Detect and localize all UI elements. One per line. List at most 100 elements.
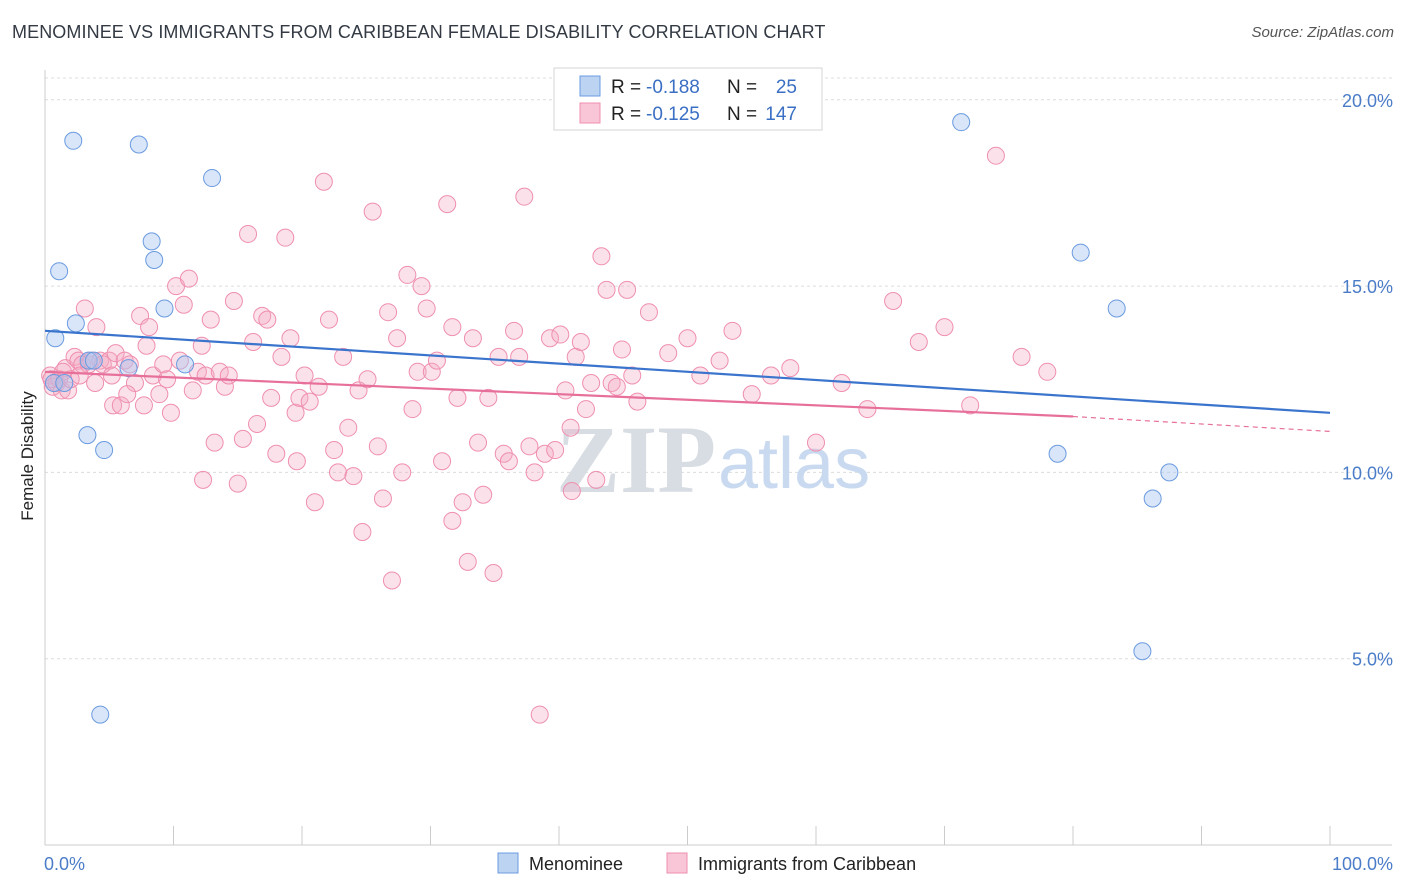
caribbean-point xyxy=(458,552,477,571)
caribbean-point xyxy=(1038,362,1057,381)
caribbean-point xyxy=(75,299,94,318)
caribbean-point xyxy=(597,280,616,299)
y-axis-title: Female Disability xyxy=(18,391,37,521)
caribbean-point xyxy=(623,366,642,385)
bottom-legend-caribbean: Immigrants from Caribbean xyxy=(698,854,916,874)
menominee-trend-line xyxy=(44,329,1331,414)
menominee-point xyxy=(1107,299,1126,318)
menominee-point xyxy=(78,426,97,445)
caribbean-point xyxy=(742,385,761,404)
caribbean-point xyxy=(612,340,631,359)
bottom-legend-swatch-caribbean xyxy=(666,852,688,874)
y-tick-label: 10.0% xyxy=(1342,463,1393,483)
caribbean-point xyxy=(174,295,193,314)
watermark-zip: ZIP xyxy=(556,406,716,513)
caribbean-point xyxy=(379,303,398,322)
watermark-atlas: atlas xyxy=(718,424,870,504)
caribbean-point xyxy=(408,362,427,381)
caribbean-point xyxy=(328,463,347,482)
caribbean-point xyxy=(158,370,177,389)
caribbean-point xyxy=(807,433,825,452)
menominee-point xyxy=(129,135,148,154)
caribbean-point xyxy=(258,310,277,329)
caribbean-point xyxy=(244,332,263,351)
caribbean-point xyxy=(219,366,238,385)
caribbean-point xyxy=(373,489,392,508)
caribbean-point xyxy=(205,433,224,452)
menominee-point xyxy=(203,169,222,188)
caribbean-point xyxy=(1012,347,1031,366)
caribbean-point xyxy=(484,564,503,583)
caribbean-point xyxy=(582,373,601,392)
caribbean-point xyxy=(281,329,300,348)
caribbean-point xyxy=(287,452,306,471)
caribbean-point xyxy=(453,493,472,512)
caribbean-point xyxy=(639,303,658,322)
caribbean-point xyxy=(403,400,422,419)
caribbean-point xyxy=(111,396,130,415)
caribbean-point xyxy=(561,418,580,437)
bottom-legend-swatch-menominee xyxy=(497,852,519,874)
menominee-point xyxy=(66,314,85,333)
menominee-point xyxy=(44,373,63,392)
caribbean-point xyxy=(587,470,606,489)
caribbean-point xyxy=(309,377,328,396)
caribbean-point xyxy=(134,396,153,415)
caribbean-point xyxy=(363,202,382,221)
legend-r-label-1: R = xyxy=(611,77,641,98)
caribbean-point xyxy=(276,228,295,247)
caribbean-point xyxy=(556,381,575,400)
caribbean-point xyxy=(571,332,590,351)
caribbean-point xyxy=(551,325,570,344)
menominee-point xyxy=(79,351,98,370)
caribbean-point xyxy=(781,359,800,378)
caribbean-point xyxy=(161,403,180,422)
caribbean-point xyxy=(489,347,508,366)
legend-r-value-2: -0.125 xyxy=(646,104,700,125)
menominee-point xyxy=(46,329,65,348)
caribbean-trend-extension xyxy=(1072,415,1331,433)
caribbean-point xyxy=(607,377,626,396)
caribbean-point xyxy=(358,370,377,389)
caribbean-point xyxy=(248,414,267,433)
menominee-point xyxy=(1133,642,1152,661)
caribbean-point xyxy=(618,280,637,299)
caribbean-point xyxy=(339,418,358,437)
caribbean-point xyxy=(215,377,234,396)
caribbean-point xyxy=(438,195,457,214)
caribbean-point xyxy=(154,355,173,374)
y-tick-label: 20.0% xyxy=(1342,91,1393,111)
caribbean-point xyxy=(961,396,980,415)
bottom-legend: Menominee Immigrants from Caribbean xyxy=(497,852,916,874)
caribbean-point xyxy=(150,385,169,404)
y-tick-label: 15.0% xyxy=(1342,277,1393,297)
caribbean-point xyxy=(368,437,387,456)
menominee-point xyxy=(142,232,161,251)
caribbean-point xyxy=(884,292,903,311)
caribbean-point xyxy=(118,385,137,404)
menominee-point xyxy=(64,131,83,150)
caribbean-point xyxy=(510,347,529,366)
tick-labels: 5.0% 10.0% 15.0% 20.0% 0.0% 100.0% xyxy=(44,91,1393,874)
watermark: ZIP atlas xyxy=(556,406,870,513)
menominee-point xyxy=(952,113,971,132)
caribbean-point xyxy=(443,318,462,337)
caribbean-point xyxy=(525,463,544,482)
trend-lines xyxy=(44,329,1331,433)
caribbean-point xyxy=(479,388,498,407)
caribbean-point xyxy=(290,388,309,407)
axes xyxy=(44,70,1392,846)
caribbean-point xyxy=(300,392,319,411)
menominee-point xyxy=(1160,463,1179,482)
caribbean-point xyxy=(314,172,333,191)
caribbean-point xyxy=(106,344,125,363)
caribbean-point xyxy=(576,400,595,419)
caribbean-point xyxy=(70,366,89,385)
caribbean-point xyxy=(541,329,560,348)
caribbean-point xyxy=(86,373,105,392)
caribbean-point xyxy=(201,310,220,329)
caribbean-point xyxy=(546,441,565,460)
caribbean-point xyxy=(463,329,482,348)
caribbean-point xyxy=(691,366,710,385)
caribbean-point xyxy=(179,269,198,288)
